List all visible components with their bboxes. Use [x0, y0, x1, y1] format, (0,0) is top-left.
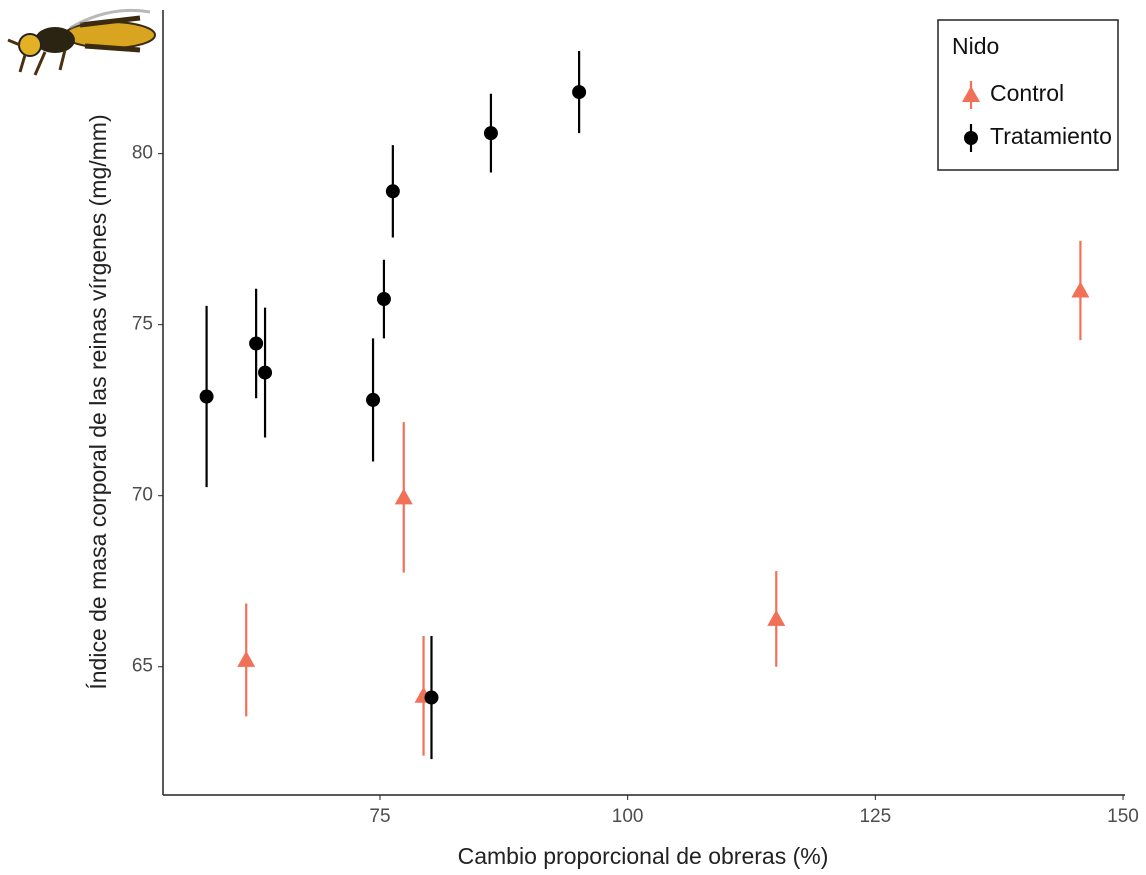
x-tick-label: 100 — [612, 806, 644, 827]
legend-swatch — [962, 86, 980, 102]
y-tick-label: 80 — [132, 143, 153, 164]
point — [258, 365, 273, 380]
y-tick-label: 70 — [132, 485, 153, 506]
point — [199, 389, 214, 404]
point — [483, 126, 498, 141]
x-tick-label: 75 — [369, 806, 390, 827]
point — [237, 650, 256, 667]
x-tick-label: 150 — [1107, 806, 1139, 827]
point — [366, 392, 381, 407]
point — [424, 690, 439, 705]
point — [249, 336, 264, 351]
wasp-icon — [7, 8, 156, 76]
point — [385, 184, 400, 199]
y-axis-title: Índice de masa corporal de las reinas ví… — [85, 114, 111, 689]
x-axis-title: Cambio proporcional de obreras (%) — [458, 843, 829, 869]
point — [394, 488, 413, 505]
point — [767, 609, 786, 626]
y-tick-label: 65 — [132, 656, 153, 677]
y-tick-label: 75 — [132, 314, 153, 335]
legend-title: Nido — [952, 33, 999, 59]
legend-label: Control — [990, 80, 1064, 106]
x-tick-label: 125 — [859, 806, 891, 827]
legend-label: Tratamiento — [990, 123, 1112, 149]
point — [1071, 281, 1090, 298]
legend-swatch — [964, 131, 978, 145]
point — [376, 292, 391, 307]
point — [572, 85, 587, 100]
